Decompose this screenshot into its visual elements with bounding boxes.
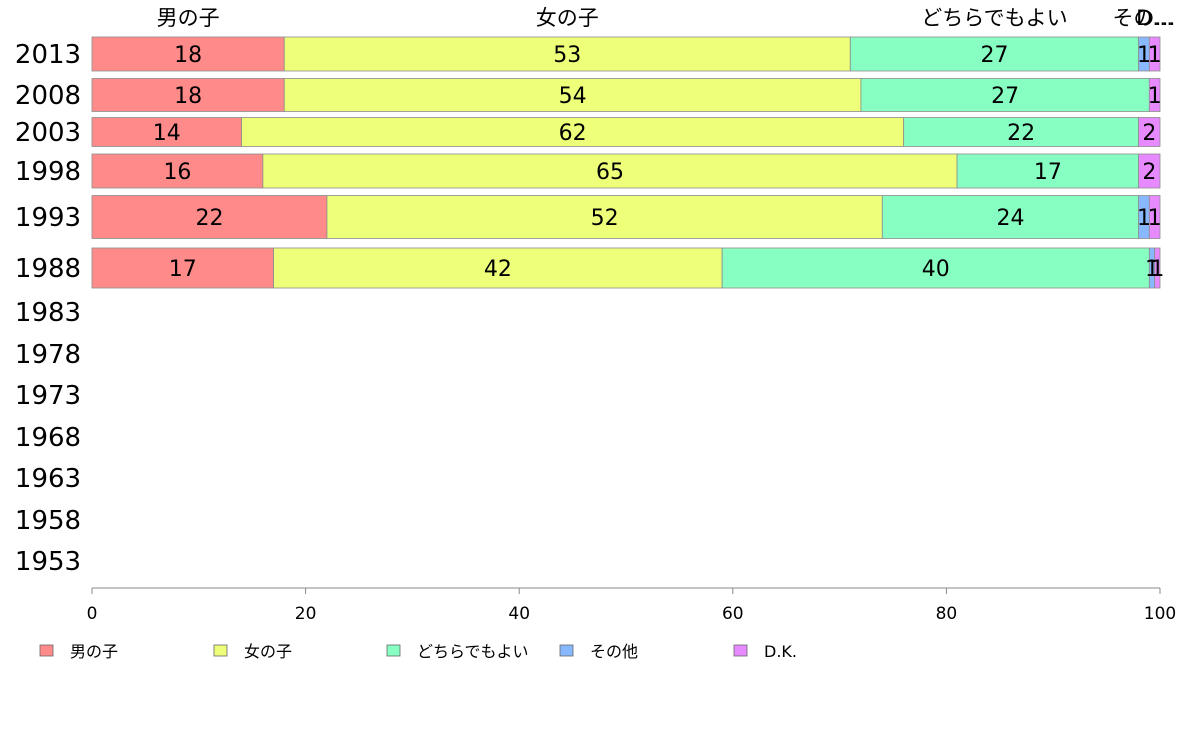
data-label: 27 [980, 43, 1008, 68]
bar-segment [1154, 247, 1161, 289]
bar-segment [849, 36, 1140, 72]
data-label: 1 [1148, 84, 1162, 109]
year-label: 1968 [15, 423, 81, 453]
data-label: 1 [1148, 206, 1162, 231]
year-label: 1988 [15, 254, 81, 284]
legend-label: D.K. [764, 642, 797, 661]
data-label: 2 [1142, 160, 1156, 185]
x-tick-label: 40 [508, 604, 530, 624]
legend-label: 女の子 [244, 642, 292, 661]
data-label: 1 [1137, 43, 1151, 68]
bar-segment [881, 195, 1140, 239]
data-label: 40 [922, 257, 950, 282]
data-label: 22 [1007, 121, 1035, 146]
year-label: 1993 [15, 203, 81, 233]
data-label: 27 [991, 84, 1019, 109]
bar-segment [91, 195, 328, 239]
data-label: 17 [169, 257, 197, 282]
year-label: 1958 [15, 506, 81, 536]
legend-swatch [39, 644, 54, 657]
bar-segment [956, 153, 1140, 189]
x-tick-label: 0 [87, 604, 98, 624]
bar-segment [1148, 36, 1161, 72]
data-label: 52 [591, 206, 619, 231]
bar-segment [860, 78, 1150, 112]
x-tick-label: 60 [722, 604, 744, 624]
data-label: 22 [195, 206, 223, 231]
data-label: 62 [559, 121, 587, 146]
header-category-label: 女の子 [536, 6, 599, 30]
year-label: 1983 [15, 298, 81, 328]
header-category-label: どちらでもよい [921, 6, 1067, 30]
header-category-label: D… [1136, 6, 1173, 30]
x-tick-label: 20 [295, 604, 317, 624]
bar-segment [273, 247, 723, 289]
data-label: 1 [1137, 206, 1151, 231]
data-label: 14 [153, 121, 181, 146]
legend-swatch [386, 644, 401, 657]
legend-swatch [559, 644, 574, 657]
bar-segment [1148, 78, 1161, 112]
data-label: 53 [553, 43, 581, 68]
header-category-label: その… [1112, 6, 1175, 30]
data-label: 18 [174, 43, 202, 68]
legend-label: 男の子 [70, 642, 118, 661]
legend-label: どちらでもよい [417, 642, 529, 661]
data-label: 1 [1148, 43, 1162, 68]
data-label: 2 [1142, 121, 1156, 146]
x-tick-label: 100 [1144, 604, 1176, 624]
bar-segment [91, 36, 285, 72]
bar-segment [283, 36, 851, 72]
year-label: 1978 [15, 340, 81, 370]
legend-swatch [733, 644, 748, 657]
data-label: 42 [484, 257, 512, 282]
x-tick-label: 80 [936, 604, 958, 624]
header-category-label: 男の子 [157, 6, 220, 30]
bar-segment [1148, 195, 1161, 239]
data-label: 24 [996, 206, 1024, 231]
data-label: 17 [1034, 160, 1062, 185]
bar-segment [1138, 117, 1161, 147]
data-label: 1 [1145, 257, 1159, 282]
year-label: 1998 [15, 157, 81, 187]
legend-swatch [213, 644, 228, 657]
bar-segment [1138, 153, 1161, 189]
data-label: 65 [596, 160, 624, 185]
legend-label: その他 [590, 642, 638, 661]
bar-segment [241, 117, 905, 147]
data-label: 18 [174, 84, 202, 109]
year-label: 2008 [15, 81, 81, 111]
year-label: 2013 [15, 40, 81, 70]
year-label: 1963 [15, 464, 81, 494]
data-label: 16 [163, 160, 191, 185]
bar-segment [91, 117, 242, 147]
bar-segment [721, 247, 1150, 289]
bar-segment [326, 195, 883, 239]
year-label: 2003 [15, 118, 81, 148]
year-label: 1973 [15, 381, 81, 411]
year-label: 1953 [15, 547, 81, 577]
bar-segment [262, 153, 958, 189]
data-label: 54 [559, 84, 587, 109]
data-label: 1 [1150, 257, 1164, 282]
bar-segment [91, 247, 274, 289]
bar-segment [91, 153, 264, 189]
bar-segment [903, 117, 1140, 147]
